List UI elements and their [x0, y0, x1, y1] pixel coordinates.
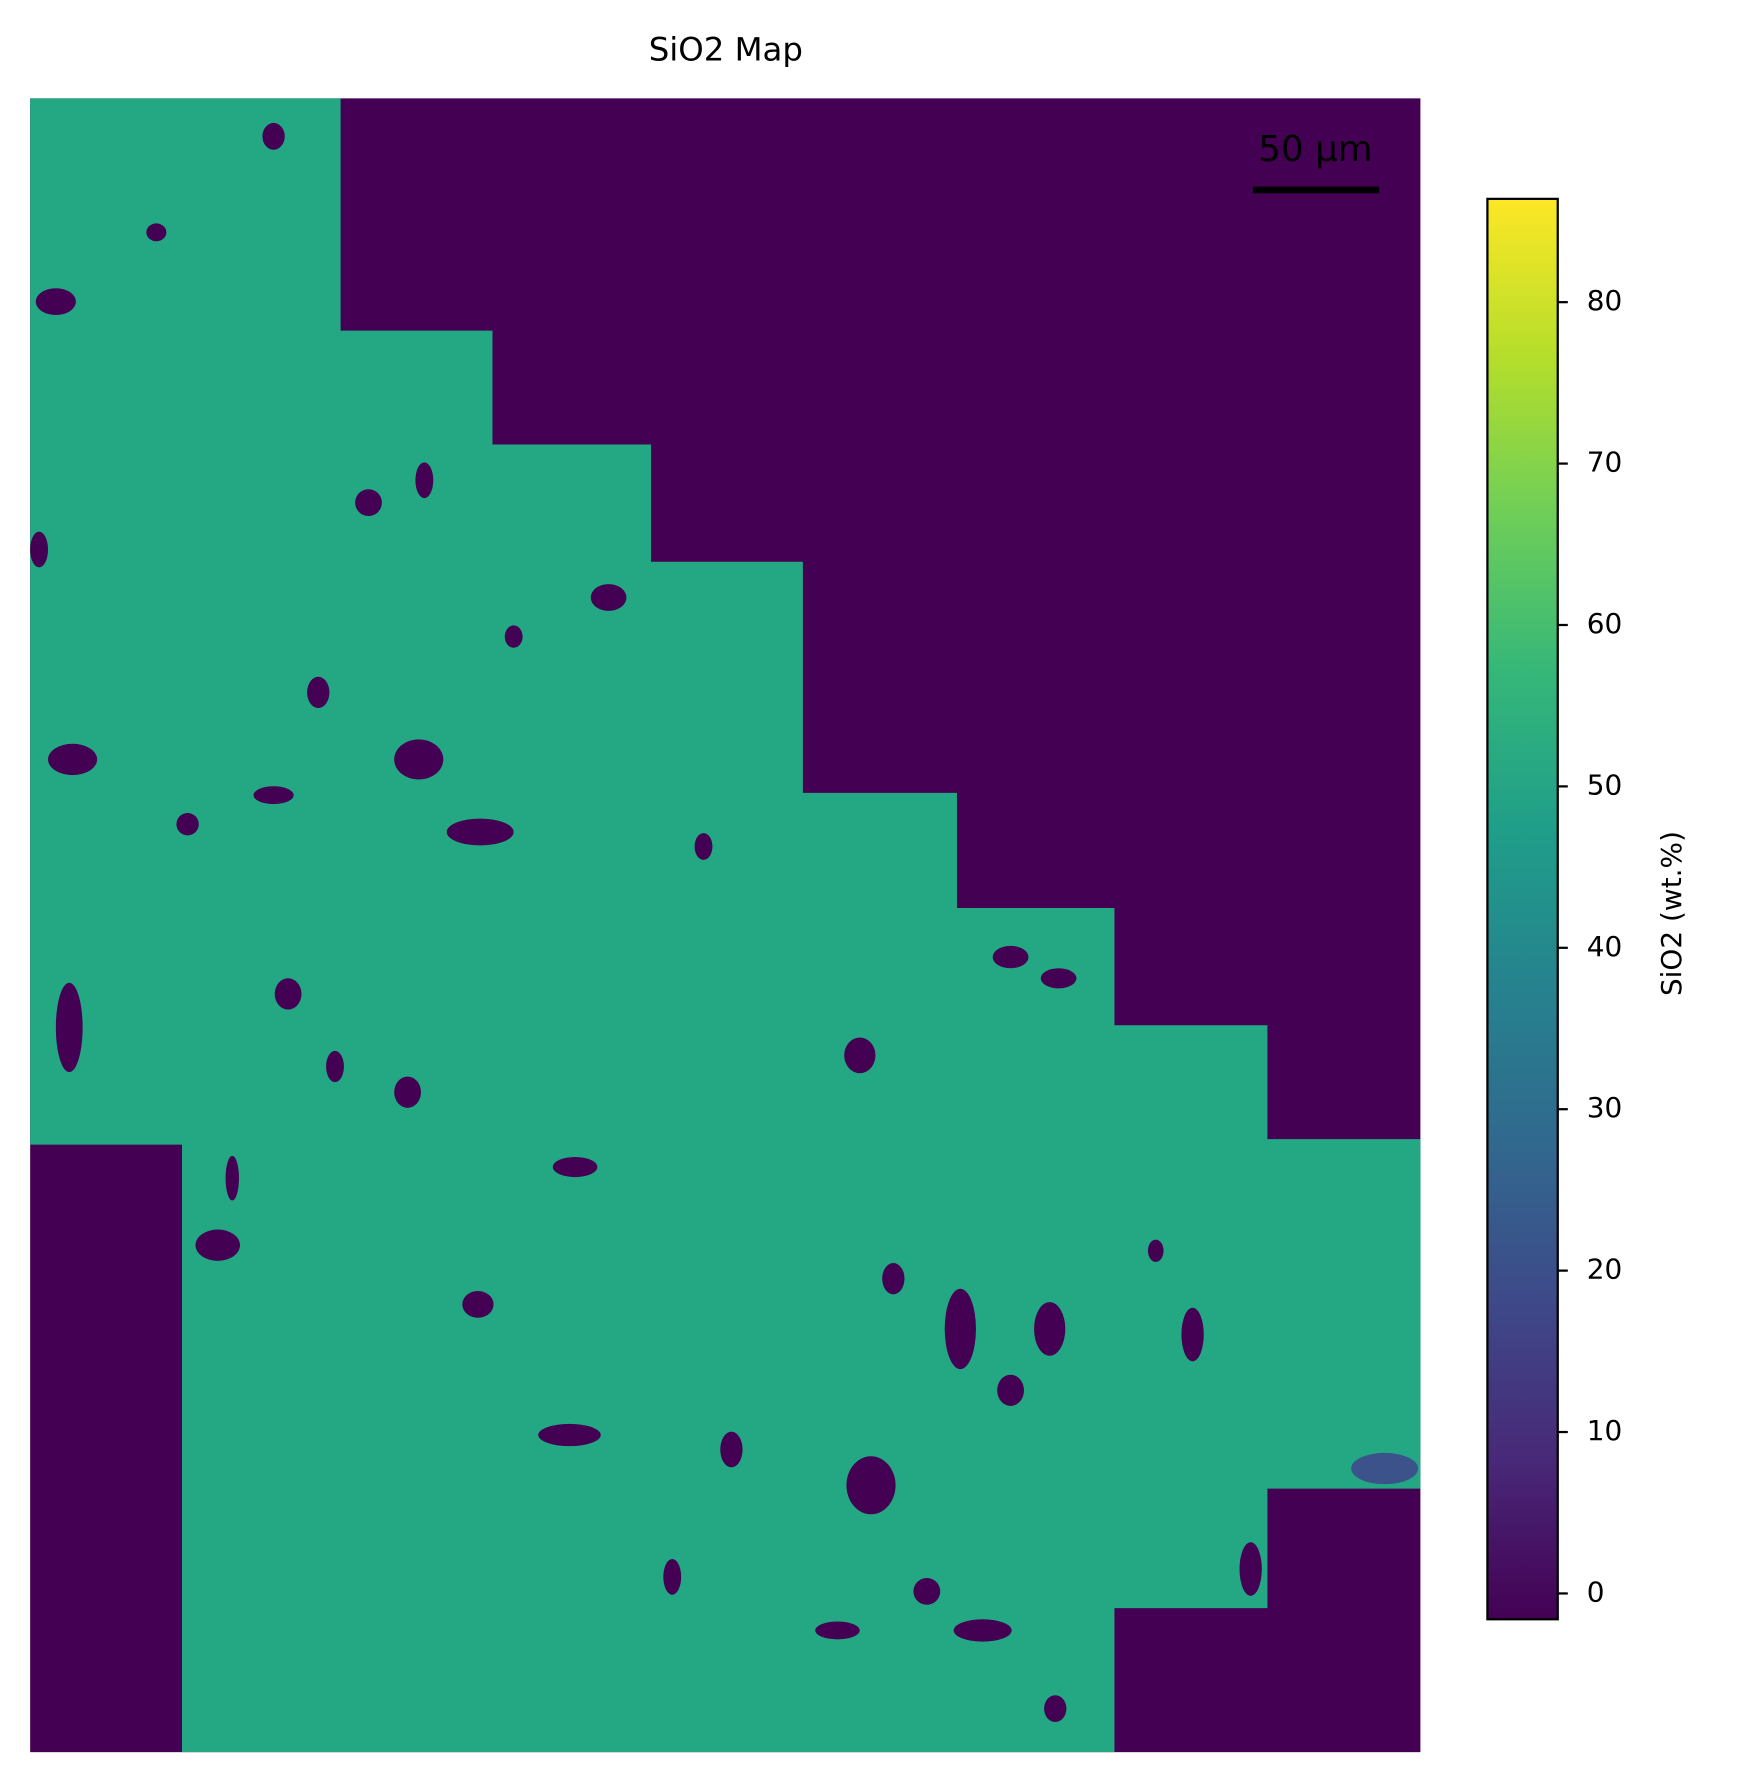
colorbar-tick-label: 80	[1587, 284, 1623, 317]
colorbar	[1486, 197, 1559, 1621]
scale-bar-label: 50 µm	[1258, 129, 1372, 170]
colorbar-label: SiO2 (wt.%)	[1655, 831, 1688, 996]
chart-title: SiO2 Map	[649, 30, 803, 68]
colorbar-tick-label: 30	[1587, 1091, 1623, 1124]
colorbar-tick-label: 50	[1587, 768, 1623, 801]
colorbar-tick-label: 70	[1587, 446, 1623, 479]
colorbar-tick-label: 60	[1587, 607, 1623, 640]
map: 50 µm	[30, 98, 1421, 1753]
colorbar-tick-label: 20	[1587, 1253, 1623, 1286]
colorbar-tick-label: 40	[1587, 930, 1623, 963]
colorbar-tick-label: 0	[1587, 1575, 1605, 1608]
colorbar-tick-label: 10	[1587, 1414, 1623, 1447]
colorbar-ticks: 0 10 20 30 40 50 60 70 80	[1557, 284, 1623, 1608]
pores	[30, 122, 1419, 1722]
